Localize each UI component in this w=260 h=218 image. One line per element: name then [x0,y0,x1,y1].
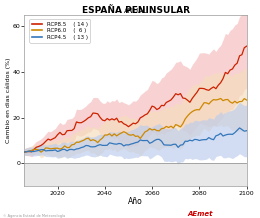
Legend: RCP8.5    ( 14 ), RCP6.0    (  6 ), RCP4.5    ( 13 ): RCP8.5 ( 14 ), RCP6.0 ( 6 ), RCP4.5 ( 13… [29,19,90,43]
Title: ESPAÑA PENINSULAR: ESPAÑA PENINSULAR [82,5,190,15]
Text: ANUAL: ANUAL [124,8,147,14]
Bar [24,164,247,186]
Y-axis label: Cambio en dias cálidos (%): Cambio en dias cálidos (%) [5,58,11,143]
Text: AEmet: AEmet [187,211,213,217]
Text: © Agencia Estatal de Meteorología: © Agencia Estatal de Meteorología [3,214,65,218]
X-axis label: Año: Año [128,197,143,206]
